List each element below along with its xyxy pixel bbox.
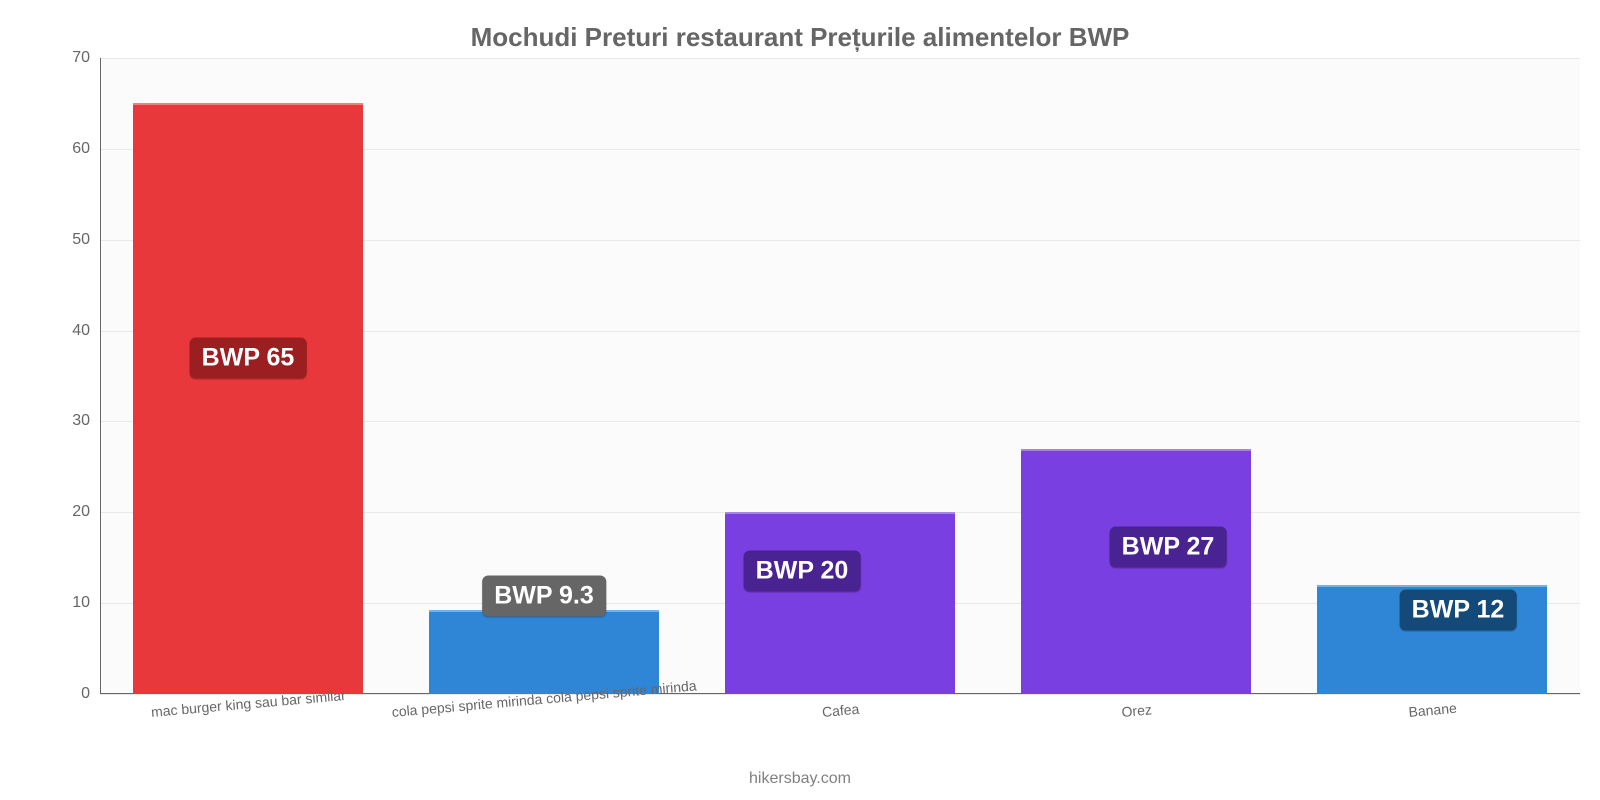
xtick-label: Banane <box>1408 700 1457 720</box>
bar-highlight <box>1317 585 1548 587</box>
xtick-label: Orez <box>1121 701 1153 720</box>
bar <box>1021 449 1252 694</box>
ytick-label: 30 <box>50 412 90 430</box>
bar <box>725 512 956 694</box>
chart-container: Mochudi Preturi restaurant Prețurile ali… <box>0 0 1600 800</box>
value-badge: BWP 20 <box>744 551 861 592</box>
value-badge: BWP 27 <box>1110 526 1227 567</box>
y-axis-line <box>100 58 101 694</box>
ytick-label: 0 <box>50 685 90 703</box>
bar-highlight <box>1021 449 1252 451</box>
ytick-label: 50 <box>50 231 90 249</box>
bar-highlight <box>725 512 956 514</box>
value-badge: BWP 9.3 <box>482 575 606 616</box>
bar-highlight <box>133 103 364 105</box>
value-badge: BWP 65 <box>190 337 307 378</box>
ytick-label: 40 <box>50 322 90 340</box>
ytick-label: 60 <box>50 140 90 158</box>
bar <box>429 610 660 694</box>
chart-title: Mochudi Preturi restaurant Prețurile ali… <box>0 22 1600 53</box>
plot-area <box>100 58 1580 694</box>
ytick-label: 20 <box>50 503 90 521</box>
value-badge: BWP 12 <box>1400 589 1517 630</box>
xtick-label: Cafea <box>821 701 860 720</box>
attribution-text: hikersbay.com <box>0 770 1600 788</box>
ytick-label: 70 <box>50 49 90 67</box>
bar <box>133 103 364 694</box>
gridline <box>100 58 1580 59</box>
ytick-label: 10 <box>50 594 90 612</box>
